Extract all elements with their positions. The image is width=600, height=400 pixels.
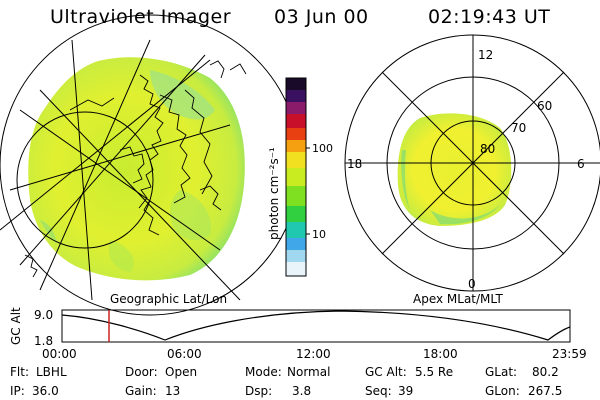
mlt-label-12: 12	[478, 48, 493, 62]
altitude-ytick-max: 9.0	[34, 308, 53, 322]
polar-mlat-mlt-panel: 12 18 6 0 60 70 80 Apex MLat/MLT	[344, 34, 600, 306]
ip-value: 36.0	[32, 384, 59, 398]
xtick-1800: 18:00	[423, 347, 458, 361]
altitude-curve	[61, 310, 571, 341]
altitude-ytick-min: 1.8	[34, 334, 53, 348]
seq-value: 39	[398, 384, 413, 398]
polar-grid	[344, 34, 600, 292]
mlt-label-0: 0	[468, 277, 476, 291]
dsp-label: Dsp:	[245, 384, 272, 398]
polar-emission-region	[397, 113, 512, 226]
glon-value: 267.5	[528, 384, 562, 398]
geographic-image-panel: Geographic Lat/Lon	[0, 14, 301, 316]
altitude-ylabel: GC Alt	[9, 307, 23, 345]
xtick-2359: 23:59	[552, 347, 587, 361]
door-value: Open	[165, 365, 197, 379]
mlat-label-70: 70	[511, 121, 526, 135]
mode-label: Mode:	[245, 365, 282, 379]
mode-value: Normal	[287, 365, 330, 379]
seq-label: Seq:	[365, 384, 392, 398]
geo-caption: Geographic Lat/Lon	[110, 292, 227, 306]
xtick-0000: 00:00	[42, 347, 77, 361]
observation-time: 02:19:43 UT	[428, 6, 551, 28]
polar-caption: Apex MLat/MLT	[413, 292, 503, 306]
dsp-value: 3.8	[292, 384, 311, 398]
app-title: Ultraviolet Imager	[50, 6, 232, 28]
mlt-label-18: 18	[347, 157, 362, 171]
door-label: Door:	[125, 365, 158, 379]
observation-date: 03 Jun 00	[274, 6, 369, 28]
status-readouts: Flt: LBHL Door: Open Mode: Normal GC Alt…	[10, 365, 562, 398]
gain-value: 13	[165, 384, 180, 398]
mlat-label-80: 80	[480, 142, 495, 156]
flt-label: Flt:	[10, 365, 29, 379]
colorbar: 100 10 photon cm⁻²s⁻¹	[267, 77, 333, 277]
mlt-label-6: 6	[577, 157, 585, 171]
colorbar-tick-100: 100	[312, 142, 333, 155]
gain-label: Gain:	[125, 384, 157, 398]
altitude-plot: GC Alt 9.0 1.8 00:00 06:00 12:00 18:00 2…	[9, 307, 587, 361]
mlat-label-60: 60	[537, 99, 552, 113]
glat-value: 80.2	[532, 365, 559, 379]
xtick-1200: 12:00	[296, 347, 331, 361]
lat-lon-grid	[0, 39, 241, 301]
ip-label: IP:	[10, 384, 25, 398]
auroral-emission-region	[28, 57, 245, 281]
gcalt-value: 5.5 Re	[415, 365, 453, 379]
colorbar-tick-10: 10	[312, 228, 326, 241]
colorbar-label: photon cm⁻²s⁻¹	[267, 147, 281, 240]
xtick-0600: 06:00	[167, 347, 202, 361]
glat-label: GLat:	[485, 365, 517, 379]
coastlines	[24, 60, 247, 278]
glon-label: GLon:	[485, 384, 520, 398]
gcalt-label: GC Alt:	[365, 365, 407, 379]
flt-value: LBHL	[36, 365, 67, 379]
